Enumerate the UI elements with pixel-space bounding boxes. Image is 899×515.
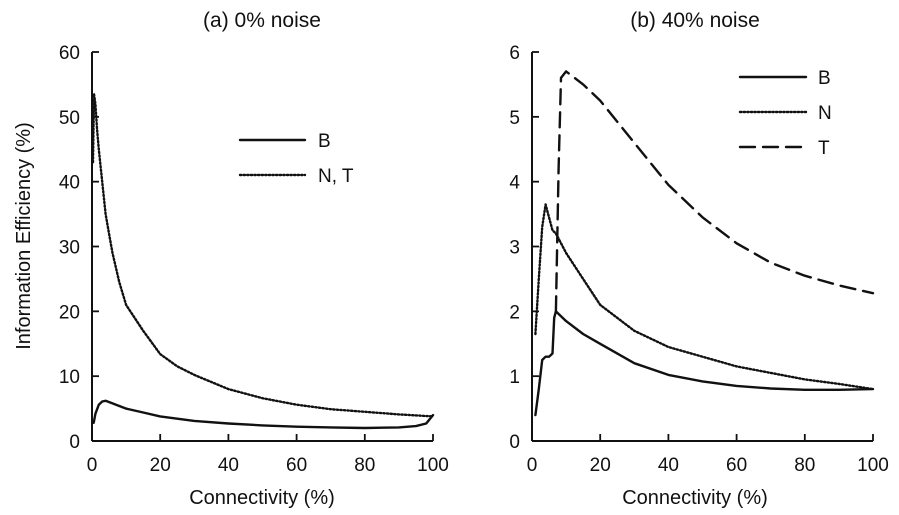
panel-a-series-n-t-line [91, 92, 435, 418]
panel-b: (b) 40% noise Connectivity (%) BNT 0 20 40… [509, 9, 888, 509]
panel-a-series-b-line [92, 399, 435, 430]
panel-a-legend-label-n-t: N, T [318, 166, 354, 187]
panel-b-title: (b) 40% noise [630, 9, 760, 32]
panel-a-legend-label-b: B [318, 131, 331, 152]
panel-b-series-b-line [534, 310, 875, 417]
panel-a-x-tick-label: 60 [286, 455, 307, 476]
panel-b-y-tick-label: 6 [509, 43, 520, 64]
panel-b-legend-label-t: T [818, 138, 830, 159]
panel-b-y-tick-label: 4 [509, 173, 520, 194]
panel-a-x-tick-label: 40 [218, 455, 239, 476]
panel-b-y-tick-label: 1 [509, 367, 520, 388]
panel-a-legend: B N, T [238, 131, 354, 187]
panel-b-legend-label-b: B [818, 68, 831, 89]
panel-b-y-tick-label: 0 [509, 432, 520, 453]
panel-b-x-tick-label: 60 [726, 455, 747, 476]
panel-a-title: (a) 0% noise [203, 9, 321, 32]
panel-a-x-tick-label: 80 [354, 455, 375, 476]
panel-b-y-tick-label: 5 [509, 108, 520, 129]
panel-a: (a) 0% noise Connectivity (%) Informatio… [13, 9, 449, 509]
panel-b-legend-label-n: N [818, 103, 832, 124]
panel-b-x-tick-label: 80 [794, 455, 815, 476]
panel-b-series-t-line [554, 70, 875, 313]
panel-b-x-tick-label: 100 [857, 455, 889, 476]
panel-a-y-axis-label: Information Efficiency (%) [13, 122, 35, 350]
panel-a-y-tick-label: 10 [59, 367, 80, 388]
panel-a-y-tick-label: 50 [59, 108, 80, 129]
panel-a-y-tick-label: 60 [59, 43, 80, 64]
panel-b-x-tick-label: 0 [527, 455, 538, 476]
panel-b-y-tick-label: 3 [509, 238, 520, 259]
panel-b-series-n-line [534, 203, 875, 391]
panel-a-y-tick-label: 40 [59, 173, 80, 194]
panel-a-y-tick-label: 0 [69, 432, 80, 453]
panel-b-x-axis-label: Connectivity (%) [622, 487, 768, 509]
panel-a-x-tick-label: 100 [417, 455, 449, 476]
panel-b-x-tick-label: 20 [590, 455, 611, 476]
panel-b-x-tick-label: 40 [658, 455, 679, 476]
panel-a-y-tick-label: 30 [59, 238, 80, 259]
panel-a-x-tick-label: 20 [150, 455, 171, 476]
panel-a-x-axis-label: Connectivity (%) [189, 487, 335, 509]
panel-a-y-tick-label: 20 [59, 302, 80, 323]
panel-b-y-tick-label: 2 [509, 302, 520, 323]
panel-a-x-tick-label: 0 [87, 455, 98, 476]
panel-b-legend: BNT [738, 68, 832, 159]
